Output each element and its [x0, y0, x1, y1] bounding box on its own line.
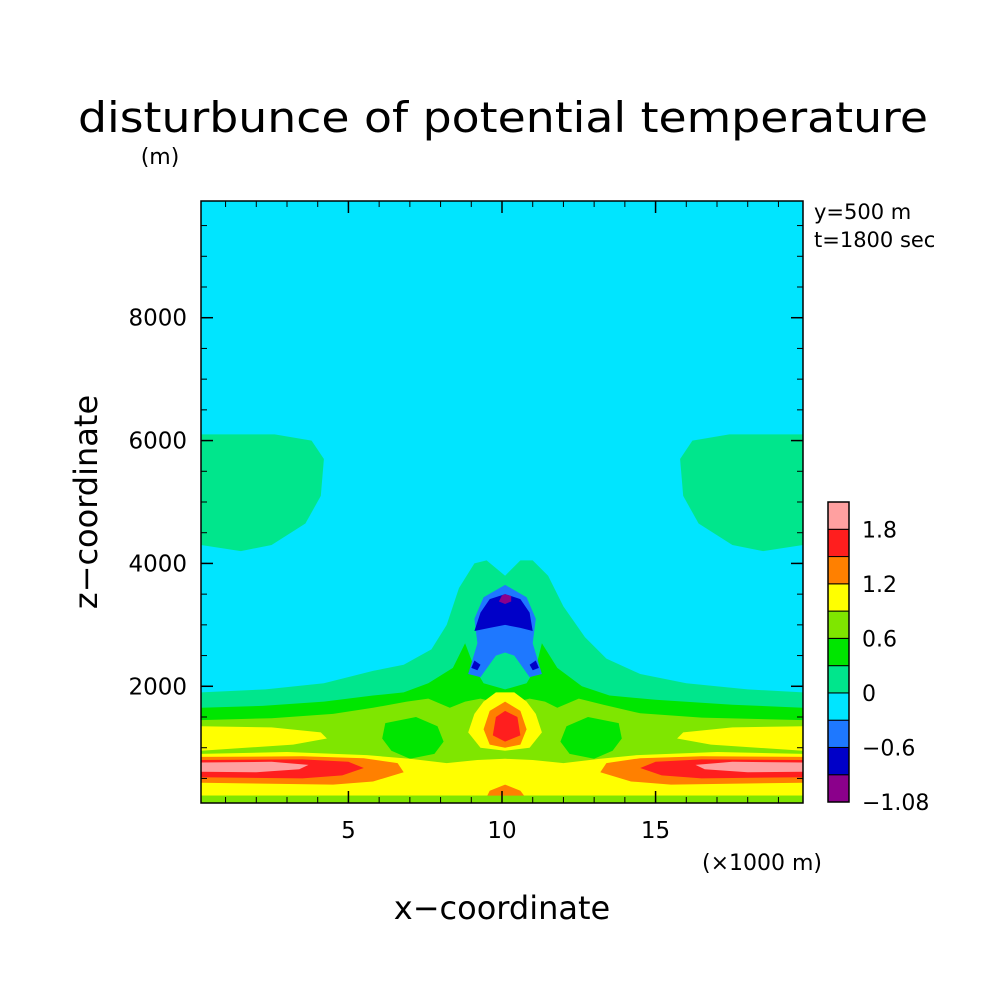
x-axis-ticks: 5 10 15: [341, 201, 670, 844]
colorbar-swatch: [827, 610, 850, 639]
colorbar: 1.8 1.2 0.6 0 −0.6 −1.08: [827, 501, 929, 816]
x-tick-label: 10: [487, 818, 516, 844]
annotation-t: t=1800 sec: [814, 228, 935, 252]
annotation-y: y=500 m: [814, 200, 911, 224]
y-axis-label: z−coordinate: [67, 395, 105, 609]
y-axis-ticks: 2000 4000 6000 8000: [128, 306, 803, 700]
chart-title: disturbunce of potential temperature: [78, 93, 928, 142]
contour-region-24: [498, 594, 512, 604]
colorbar-label: 1.8: [862, 518, 897, 543]
contour-region-13: [492, 710, 521, 742]
contour-region-0: [201, 201, 803, 803]
y-tick-label: 6000: [128, 429, 187, 455]
colorbar-swatch: [827, 556, 850, 585]
colorbar-swatch: [827, 692, 850, 721]
colorbar-swatch: [827, 583, 850, 612]
y-tick-label: 8000: [128, 306, 187, 332]
contour-region-2: [201, 434, 324, 552]
colorbar-label: −0.6: [862, 736, 915, 761]
colorbar-swatch: [827, 528, 850, 558]
x-unit-label: (×1000 m): [702, 851, 822, 876]
contour-region-8: [201, 726, 327, 751]
contour-region-3: [680, 434, 803, 552]
contour-region-19: [695, 761, 803, 773]
colorbar-label: 1.2: [862, 573, 897, 598]
contour-region-6: [382, 717, 444, 759]
colorbar-swatch: [827, 774, 850, 803]
contour-region-18: [201, 761, 309, 773]
colorbar-swatch: [827, 637, 850, 667]
contour-region-9: [677, 726, 803, 751]
colorbar-swatch: [827, 501, 850, 530]
colorbar-label: 0.6: [862, 627, 897, 652]
y-unit-label: (m): [141, 145, 180, 170]
x-tick-label: 5: [341, 818, 356, 844]
contour-region-23: [474, 594, 533, 631]
x-tick-label: 15: [641, 818, 670, 844]
contour-region-7: [560, 717, 622, 759]
colorbar-label: 0: [862, 682, 876, 707]
colorbar-swatch: [827, 719, 850, 748]
colorbar-swatch: [827, 746, 850, 776]
colorbar-frame: [827, 501, 850, 803]
x-axis-label: x−coordinate: [394, 889, 610, 927]
y-tick-label: 2000: [128, 674, 187, 700]
colorbar-swatch: [827, 665, 850, 694]
y-tick-label: 4000: [128, 551, 187, 577]
contour-region-26: [529, 660, 539, 671]
contour-region-25: [471, 660, 481, 671]
contour-regions: [201, 201, 803, 803]
colorbar-label: −1.08: [862, 791, 929, 816]
